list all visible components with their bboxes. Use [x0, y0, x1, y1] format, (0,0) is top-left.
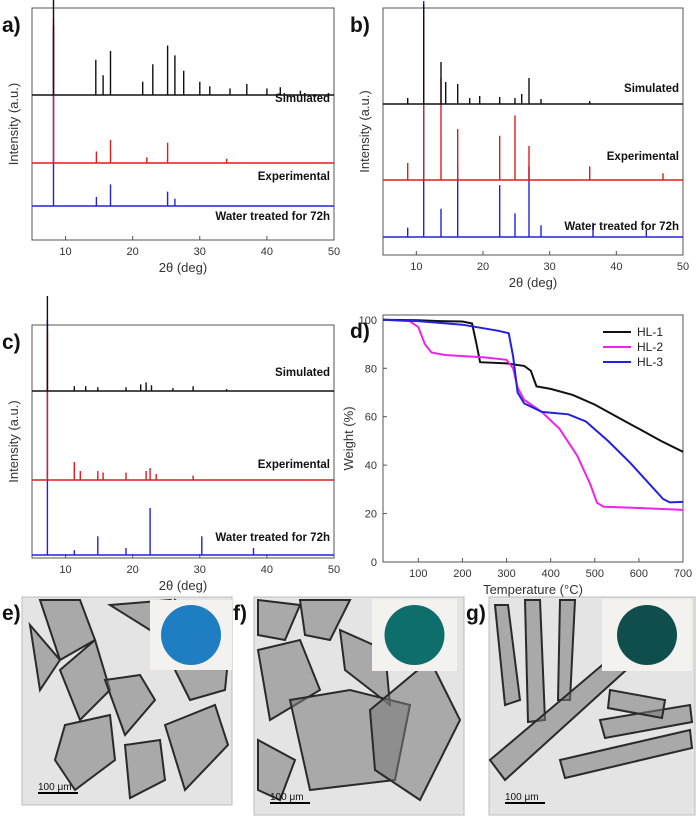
panel-label: d): [350, 320, 370, 343]
chart-panel-a: a) 10 20 30 40 50 2θ (deg) Intensity (a.u.) Wate…: [2, 0, 340, 275]
chart-panel-c: c) 10 20 30 40 50 2θ (deg) Intensity (a.u.) Wate…: [2, 296, 340, 593]
crystal-shape: [606, 688, 667, 720]
pattern-label: Experimental: [607, 151, 679, 163]
x-tick-label: 50: [677, 261, 689, 273]
series-line-hl-3: [382, 318, 684, 504]
x-tick-label: 400: [541, 568, 559, 580]
pattern-label: Simulated: [624, 83, 679, 95]
xrd-pattern-1: [32, 320, 334, 556]
x-tick-label: 30: [194, 246, 206, 258]
panel-label: g): [466, 602, 486, 625]
chart-panel-b: b) 10 20 30 40 50 2θ (deg) Intensity (a.u.) Wate…: [350, 1, 689, 290]
xrd-pattern-3: [32, 296, 334, 392]
x-tick-label: 40: [261, 564, 273, 576]
y-tick-label: 20: [365, 509, 377, 521]
x-tick-label: 20: [127, 246, 139, 258]
inset-powder-disc: [161, 605, 221, 665]
micrograph-g: g) 100 μm: [466, 596, 696, 816]
xrd-pattern-2: [32, 330, 334, 481]
panel-label: e): [2, 602, 21, 625]
crystal-shape: [163, 703, 230, 792]
y-tick-label: 100: [359, 315, 377, 327]
x-axis-label: 2θ (deg): [509, 275, 557, 290]
y-tick-label: 80: [365, 363, 377, 375]
panel-label: f): [233, 602, 247, 625]
x-tick-label: 10: [59, 246, 71, 258]
plot-frame: [31, 7, 335, 241]
y-axis-label: Intensity (a.u.): [6, 400, 21, 482]
micrograph-e: e) 100 μm: [2, 596, 233, 806]
crystal-shape: [53, 713, 117, 792]
crystal-shape: [558, 728, 694, 780]
x-tick-label: 200: [453, 568, 471, 580]
x-tick-label: 40: [261, 246, 273, 258]
xrd-pattern-1: [383, 1, 683, 238]
pattern-label: Water treated for 72h: [215, 532, 330, 544]
x-tick-label: 300: [497, 568, 515, 580]
crystal-shape: [123, 738, 167, 800]
x-axis-label: 2θ (deg): [159, 578, 207, 593]
crystal-shape: [257, 738, 297, 802]
pattern-label: Simulated: [275, 93, 330, 105]
pattern-label: Experimental: [258, 459, 330, 471]
plot-frame: [382, 7, 684, 256]
legend-label: HL-1: [637, 325, 663, 339]
y-tick-label: 0: [371, 557, 377, 569]
crystal-shape: [257, 598, 302, 642]
series-line-hl-1: [382, 318, 684, 453]
panel-label: b): [350, 14, 370, 37]
y-tick-label: 40: [365, 460, 377, 472]
pattern-label: Water treated for 72h: [564, 221, 679, 233]
x-tick-label: 20: [477, 261, 489, 273]
xrd-pattern-3: [383, 4, 683, 105]
panel-label: a): [2, 14, 21, 37]
legend-label: HL-2: [637, 340, 663, 354]
x-tick-label: 30: [194, 564, 206, 576]
x-tick-label: 20: [127, 564, 139, 576]
chart-panels: a) 10 20 30 40 50 2θ (deg) Intensity (a.u.) Wate…: [2, 0, 692, 597]
y-axis-label: Intensity (a.u.): [6, 83, 21, 165]
panel-label: c): [2, 331, 21, 354]
crystal-shape: [493, 604, 522, 707]
y-axis-label: Weight (%): [341, 406, 356, 470]
pattern-label: Simulated: [275, 367, 330, 379]
inset-powder-disc: [384, 605, 445, 665]
x-tick-label: 500: [586, 568, 604, 580]
crystal-shape: [298, 599, 352, 642]
crystal-shape: [28, 621, 62, 693]
inset-powder-disc: [617, 605, 677, 665]
y-axis-label: Intensity (a.u.): [357, 90, 372, 172]
x-tick-label: 600: [630, 568, 648, 580]
x-tick-label: 50: [328, 564, 340, 576]
pattern-label: Water treated for 72h: [215, 211, 330, 223]
micrograph-panels: e) 100 μm f) 100 μm g) 100 μm: [2, 596, 696, 816]
crystal-shape: [256, 638, 322, 722]
x-tick-label: 700: [674, 568, 692, 580]
pattern-label: Experimental: [258, 171, 330, 183]
y-tick-label: 60: [365, 412, 377, 424]
x-axis-label: 2θ (deg): [159, 260, 207, 275]
x-tick-label: 40: [610, 261, 622, 273]
plot-frame: [382, 314, 684, 563]
legend-label: HL-3: [637, 355, 663, 369]
scale-bar-label: 100 μm: [38, 782, 72, 793]
xrd-pattern-3: [32, 0, 334, 96]
crystal-shape: [103, 673, 157, 737]
x-tick-label: 50: [328, 246, 340, 258]
plot-frame: [31, 324, 335, 559]
x-tick-label: 100: [409, 568, 427, 580]
x-tick-label: 30: [544, 261, 556, 273]
scale-bar-label: 100 μm: [505, 792, 539, 803]
x-axis-label: Temperature (°C): [483, 582, 583, 597]
x-tick-label: 10: [59, 564, 71, 576]
scale-bar-label: 100 μm: [270, 792, 304, 803]
x-tick-label: 10: [410, 261, 422, 273]
micrograph-f: f) 100 μm: [233, 596, 465, 816]
